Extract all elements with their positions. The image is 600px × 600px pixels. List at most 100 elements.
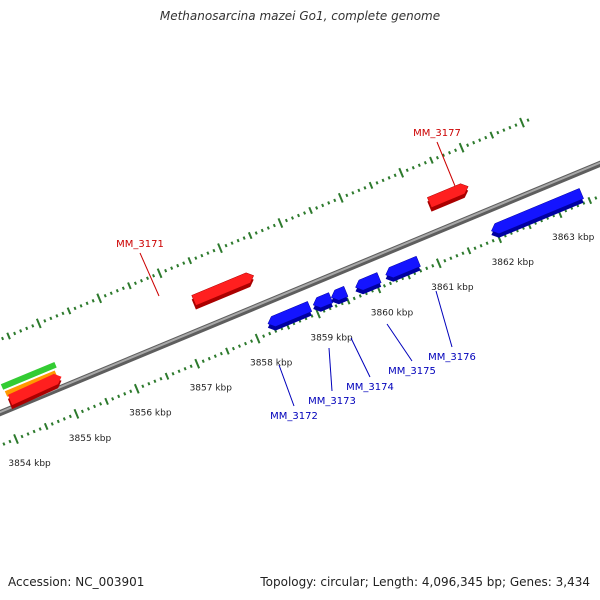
- outer-ring-tick: [96, 293, 103, 304]
- inner-ring-tick: [219, 351, 223, 356]
- outer-ring-tick: [429, 156, 434, 164]
- inner-ring-tick: [479, 243, 483, 248]
- inner-ring-tick: [43, 422, 49, 431]
- outer-ring-tick: [411, 166, 415, 170]
- scale-label: 3854 kbp: [8, 459, 51, 469]
- inner-ring-tick: [594, 196, 598, 200]
- scale-label: 3860 kbp: [371, 308, 414, 318]
- scale-label: 3857 kbp: [190, 384, 233, 394]
- inner-ring-tick: [20, 434, 24, 439]
- feature-track-orange: [4, 370, 58, 397]
- outer-ring-tick: [103, 294, 107, 298]
- inner-ring-tick: [99, 402, 103, 406]
- inner-ring-tick: [171, 371, 175, 376]
- outer-ring-tick: [152, 273, 156, 278]
- gene-label: MM_3172: [270, 411, 318, 422]
- inner-ring-tick: [104, 397, 109, 405]
- gene-label: MM_3171: [116, 239, 164, 250]
- scale-label: 3859 kbp: [310, 333, 353, 343]
- gene-arrow: [7, 373, 62, 406]
- inner-ring-tick: [231, 346, 235, 351]
- inner-ring-tick: [133, 383, 140, 394]
- outer-ring-tick: [484, 135, 488, 140]
- gene-label-leader: [435, 290, 453, 348]
- outer-ring-tick: [139, 278, 143, 283]
- inner-ring-tick: [32, 429, 36, 434]
- outer-ring-tick: [247, 231, 253, 240]
- outer-ring-tick: [368, 181, 374, 189]
- outer-ring-tick: [206, 251, 210, 255]
- inner-ring-tick: [587, 196, 593, 205]
- outer-ring-tick: [127, 282, 132, 290]
- inner-ring-tick: [153, 379, 157, 384]
- outer-ring-tick: [363, 186, 367, 190]
- inner-ring-tick: [129, 389, 133, 394]
- scale-label: 3855 kbp: [69, 434, 112, 444]
- outer-ring-tick: [308, 206, 313, 215]
- outer-ring-tick: [73, 306, 77, 311]
- outer-ring-tick: [303, 211, 307, 215]
- inner-ring-tick: [466, 247, 472, 255]
- outer-ring-tick: [212, 248, 216, 253]
- genome-backbone-highlight: [0, 161, 600, 414]
- inner-ring-tick: [449, 256, 453, 261]
- inner-ring-tick: [473, 246, 477, 251]
- outer-ring-tick: [478, 138, 482, 142]
- outer-ring-tick: [260, 228, 264, 233]
- outer-ring-tick: [187, 257, 193, 265]
- inner-ring-tick: [244, 341, 248, 346]
- inner-ring-tick: [225, 347, 230, 355]
- gene-arrow: [491, 188, 584, 234]
- outer-ring-tick: [109, 291, 113, 296]
- outer-ring-tick: [236, 238, 240, 243]
- outer-ring-tick: [526, 118, 530, 122]
- outer-ring-tick: [19, 329, 23, 333]
- outer-ring-tick: [254, 231, 258, 235]
- inner-ring-tick: [189, 364, 193, 368]
- inner-ring-tick: [334, 304, 338, 308]
- inner-ring-tick: [68, 414, 72, 419]
- outer-ring-tick: [489, 131, 495, 139]
- inner-ring-tick: [177, 369, 181, 373]
- gene-label-leader: [386, 323, 413, 362]
- outer-ring-tick: [6, 332, 11, 340]
- outer-ring-tick: [43, 319, 47, 323]
- outer-ring-tick: [398, 167, 405, 178]
- inner-ring-tick: [431, 264, 435, 268]
- gene-arrow: [330, 285, 349, 301]
- outer-ring-tick: [321, 203, 325, 208]
- outer-ring-tick: [387, 176, 391, 180]
- outer-ring-tick: [224, 243, 228, 248]
- outer-ring-tick: [146, 276, 150, 280]
- gene-label-leader: [350, 337, 371, 378]
- inner-ring-tick: [237, 344, 241, 348]
- outer-ring-tick: [79, 304, 83, 308]
- inner-ring-tick: [345, 297, 351, 305]
- inner-ring-tick: [8, 439, 12, 444]
- outer-ring-tick: [423, 160, 427, 165]
- scale-label: 3856 kbp: [129, 409, 172, 419]
- outer-ring-tick: [297, 213, 301, 218]
- outer-ring-tick: [519, 117, 525, 128]
- inner-ring-tick: [73, 408, 80, 419]
- inner-ring-tick: [38, 427, 42, 431]
- outer-ring-tick: [448, 150, 452, 155]
- scale-label: 3863 kbp: [552, 233, 595, 243]
- inner-ring-tick: [50, 422, 54, 426]
- gene-label: MM_3173: [308, 396, 356, 407]
- outer-ring-tick: [496, 130, 500, 135]
- outer-ring-tick: [170, 266, 174, 270]
- outer-ring-tick: [85, 301, 89, 306]
- gene-arrow: [355, 272, 382, 291]
- outer-ring-tick: [242, 236, 246, 240]
- outer-ring-tick: [115, 289, 119, 293]
- inner-ring-tick: [358, 294, 362, 298]
- inner-ring-tick: [443, 259, 447, 263]
- feature-track-green: [0, 362, 57, 390]
- inner-ring-tick: [315, 308, 321, 319]
- inner-ring-tick: [123, 392, 127, 396]
- outer-ring-tick: [121, 286, 125, 291]
- outer-ring-tick: [266, 226, 270, 230]
- inner-ring-tick: [93, 404, 97, 409]
